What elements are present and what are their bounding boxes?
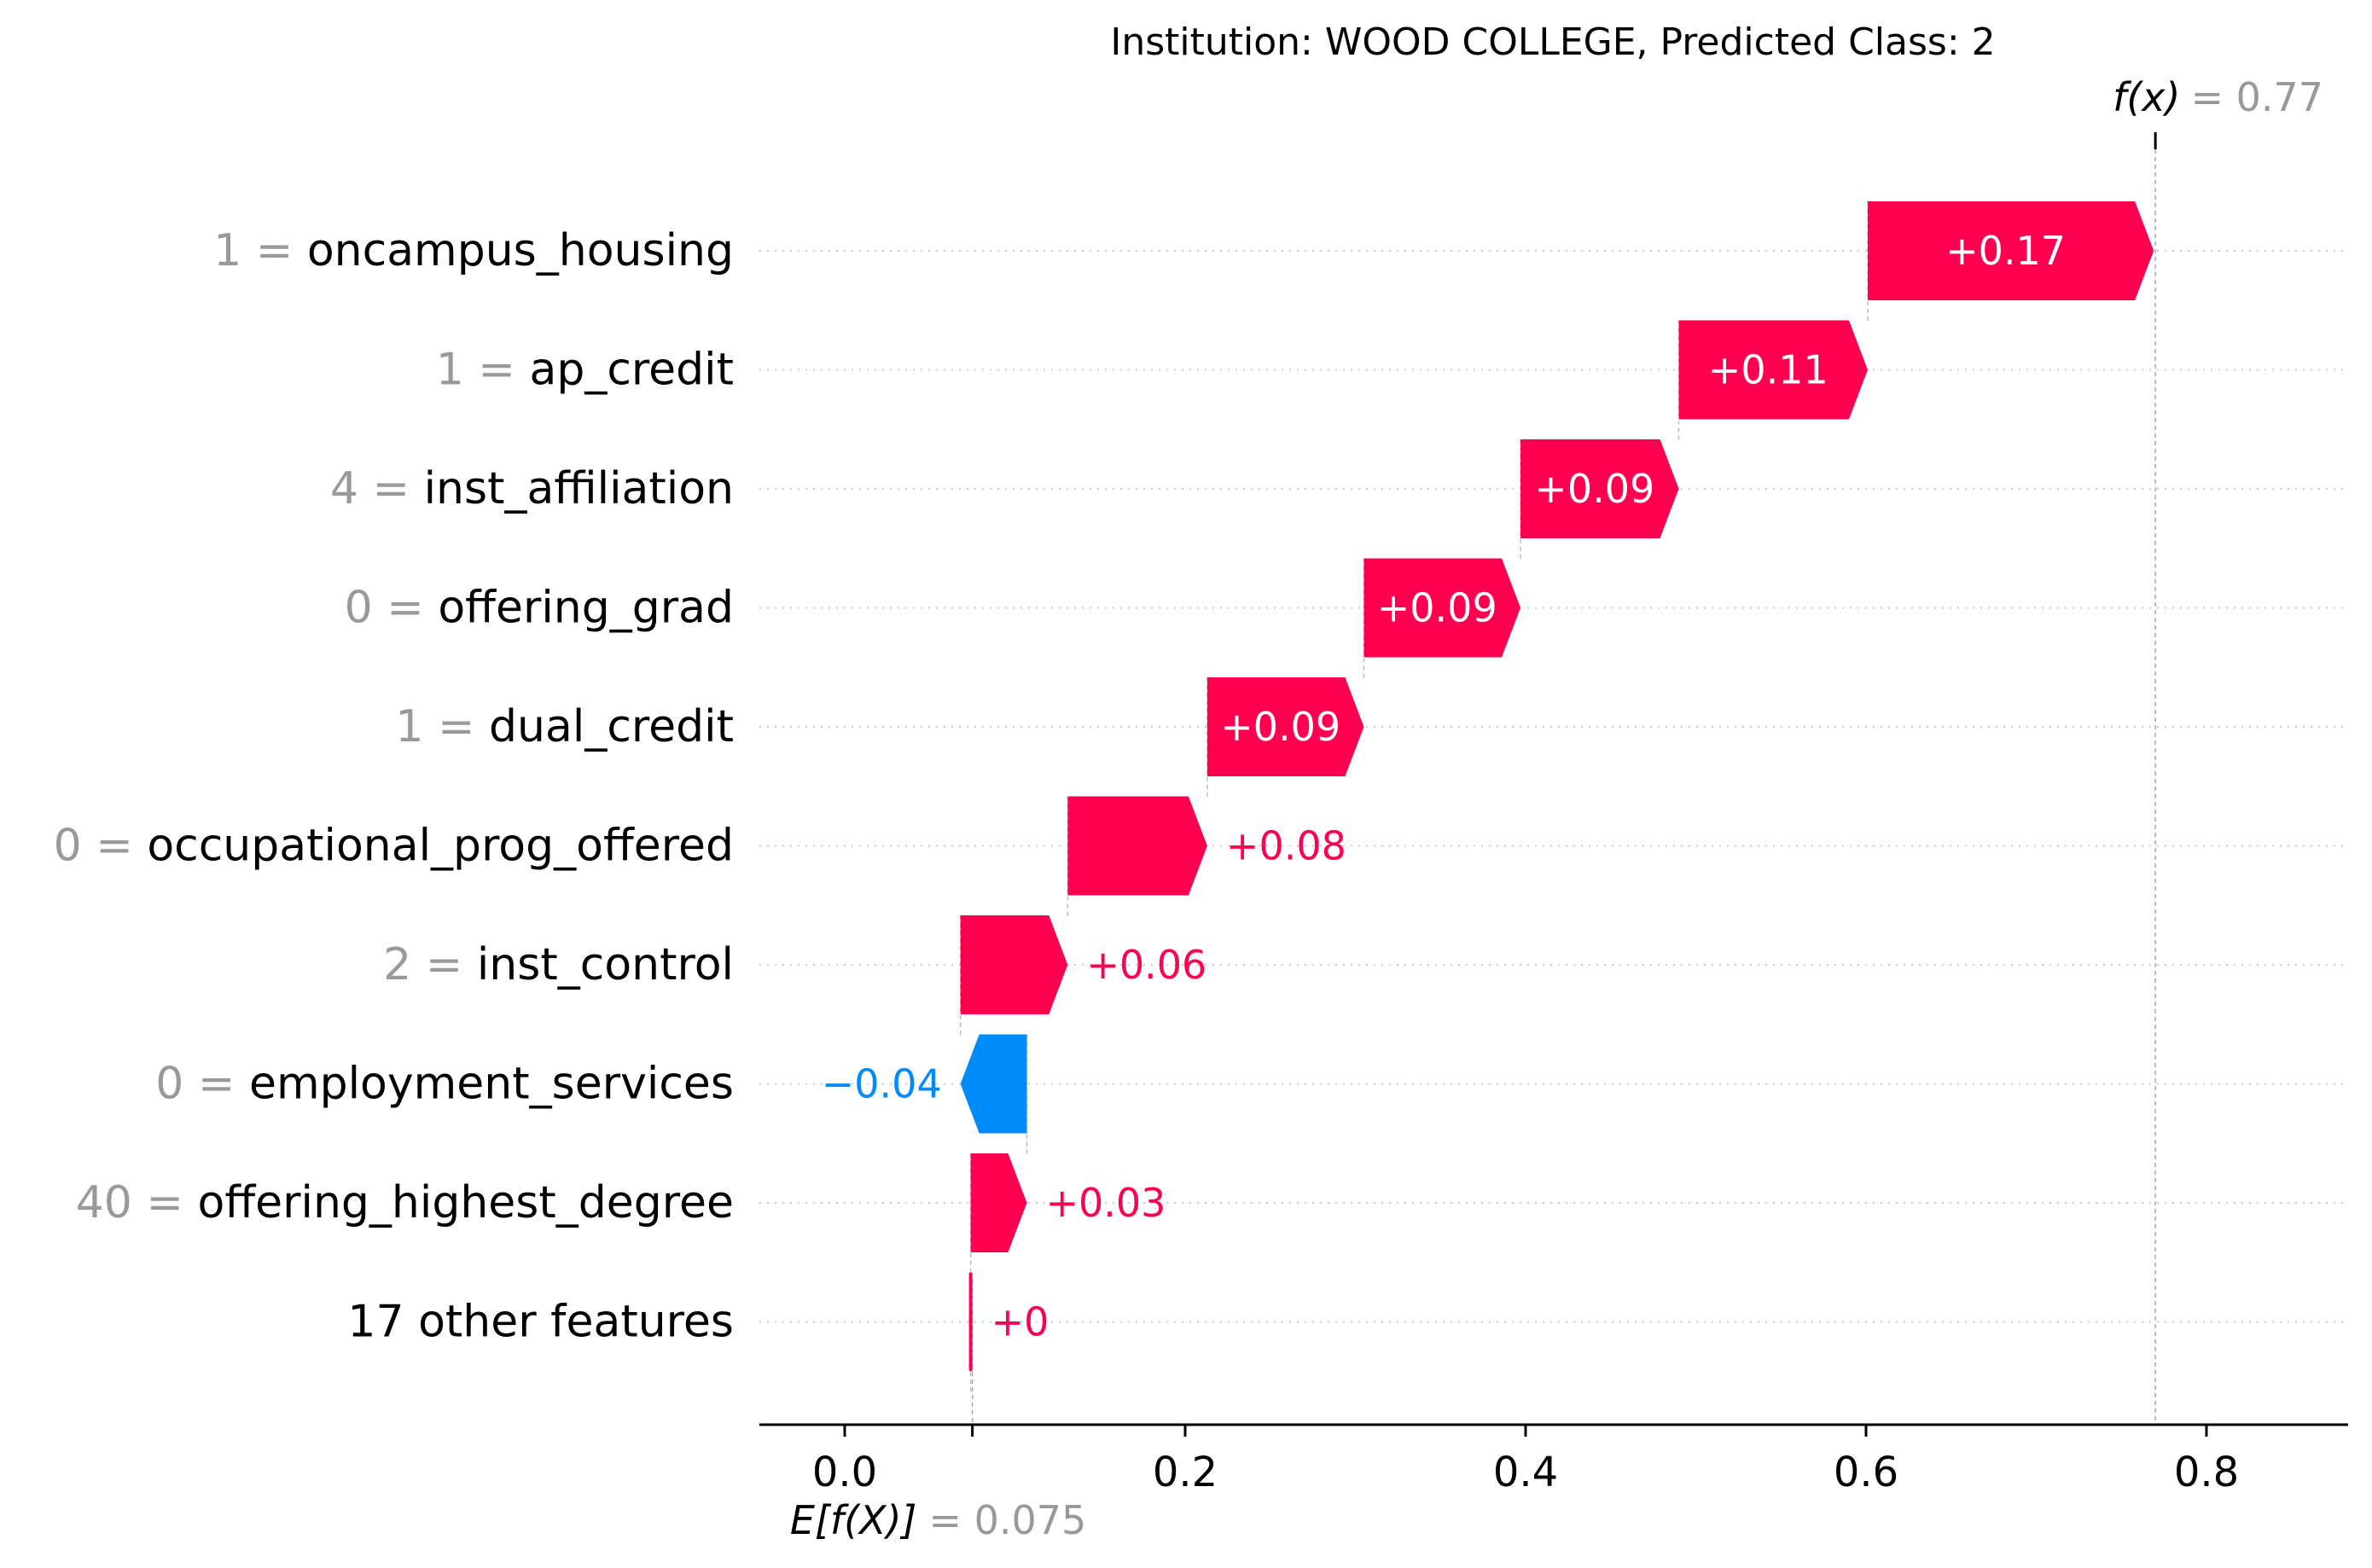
feature-label: 0 = occupational_prog_offered [54,821,734,872]
feature-label: 1 = oncampus_housing [213,225,734,276]
feature-name: oncampus_housing [307,225,734,276]
feature-label: 17 other features [347,1297,734,1348]
feature-value: 4 = [330,463,424,514]
feature-label: 0 = offering_grad [345,583,734,634]
feature-value: 0 = [345,583,439,634]
bar-value-label: +0.09 [1220,704,1340,750]
output-value-label: f(x) = 0.77 [2113,74,2323,120]
bar [1867,201,2154,300]
feature-label: 40 = offering_highest_degree [76,1177,734,1228]
base-label: E[f(X)] [790,1497,917,1543]
bar [1206,677,1364,776]
bar [968,1272,973,1372]
feature-name: offering_grad [438,583,734,634]
bar-value-label: +0.06 [1086,942,1206,988]
bar-value-label: +0.11 [1708,347,1828,393]
feature-name: inst_control [477,939,734,990]
bar-value-label: −0.04 [822,1061,942,1107]
feature-label: 1 = dual_credit [395,701,734,752]
feature-value: 40 = [76,1177,198,1228]
bars [960,201,2154,1372]
feature-value: 1 = [395,701,489,752]
feature-label: 1 = ap_credit [436,345,734,396]
feature-label: 2 = inst_control [383,939,734,990]
feature-labels: 1 = oncampus_housing +0.17 1 = ap_credit +0… [54,74,2323,1348]
feature-name: offering_highest_degree [198,1177,735,1228]
feature-name: inst_affiliation [424,463,734,514]
feature-name: 17 other features [347,1297,734,1348]
feature-name: occupational_prog_offered [147,821,734,872]
feature-value: 1 = [213,225,307,276]
base-value-label: E[f(X)] = 0.075 [790,1497,1086,1543]
bar [1067,796,1207,896]
bar-value-label: +0.09 [1377,585,1497,631]
bar [970,1153,1027,1252]
feature-value: 0 = [155,1059,249,1110]
x-tick-label: 0.6 [1834,1449,1898,1496]
guide-lines [959,132,2157,1425]
bar-value-label: +0.08 [1226,823,1346,869]
x-tick-label: 0.0 [812,1449,877,1496]
bar [960,915,1068,1014]
feature-name: employment_services [249,1059,734,1110]
base-value: = 0.075 [928,1497,1086,1543]
feature-label: 4 = inst_affiliation [330,463,734,514]
feature-name: dual_credit [489,701,734,752]
chart-title: Institution: WOOD COLLEGE, Predicted Cla… [1110,20,1995,64]
output-value: = 0.77 [2190,74,2323,120]
bar-value-label: +0 [991,1299,1049,1345]
feature-value: 0 = [54,821,148,872]
feature-label: 0 = employment_services [155,1059,734,1110]
x-tick-label: 0.4 [1493,1449,1558,1496]
feature-value: 2 = [383,939,477,990]
bar [960,1034,1027,1134]
bar-value-label: +0.17 [1945,228,2066,274]
bar [1678,320,1868,420]
x-axis: 0.0 0.2 0.4 0.6 0.8 E[f(X)] = 0.075 [759,1423,2348,1543]
bar [1363,558,1521,658]
feature-name: ap_credit [529,345,734,396]
x-tick-label: 0.2 [1153,1449,1218,1496]
bar-value-label: +0.09 [1534,466,1654,512]
bar-value-label: +0.03 [1045,1180,1166,1226]
x-tick-label: 0.8 [2174,1449,2239,1496]
bar [1520,439,1679,538]
output-label: f(x) [2113,74,2180,120]
feature-value: 1 = [436,345,530,396]
